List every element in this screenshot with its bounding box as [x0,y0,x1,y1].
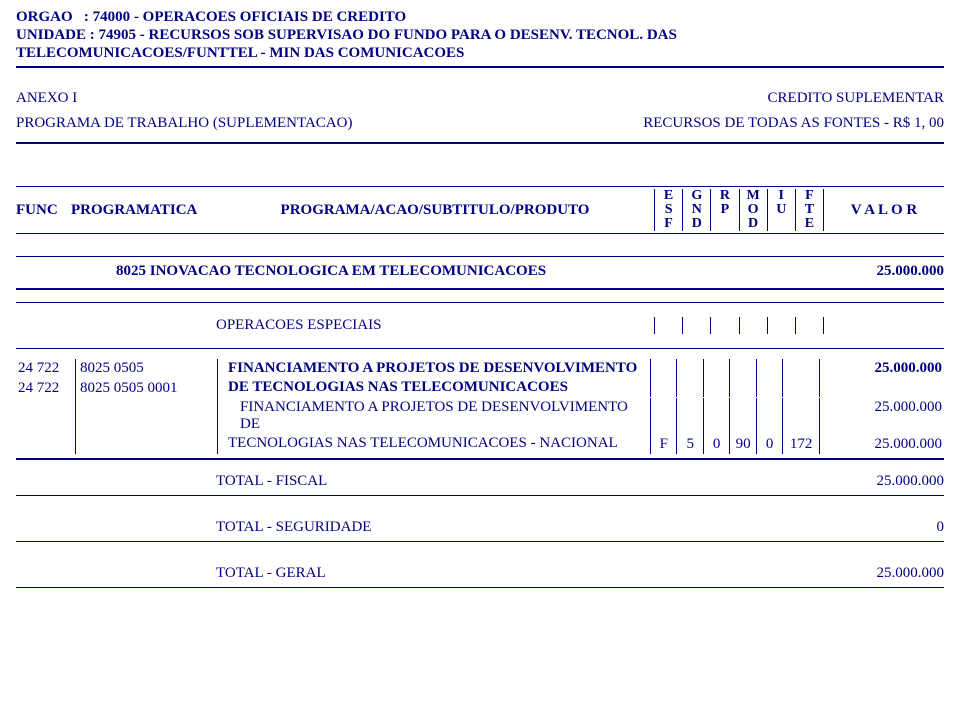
anexo-row2: PROGRAMA DE TRABALHO (SUPLEMENTACAO) REC… [16,115,944,132]
column-header-row: FUNC PROGRAMATICA PROGRAMA/ACAO/SUBTITUL… [16,189,944,231]
header-block: ORGAO : 74000 - OPERACOES OFICIAIS DE CR… [16,8,944,62]
col-gnd: G N D [682,189,710,231]
operacoes-label: OPERACOES ESPECIAIS [216,317,654,334]
cell-desc [218,435,650,454]
col-rp: R P [710,189,738,231]
cell-func: 24 722 [16,359,76,378]
divider [16,233,944,234]
orgao-value: 74000 - OPERACOES OFICIAIS DE CREDITO [93,9,407,25]
cell-mod [729,359,755,378]
cell-esf: F [650,435,676,454]
total-geral-label: TOTAL - GERAL [216,565,824,582]
cell-prog: 8025 0505 0001 [76,379,218,398]
col-valor: V A L O R [824,189,944,231]
table-row: 24 722 8025 0505 FINANCIAMENTO A PROJETO… [16,359,944,378]
cell-fte: 172 [782,435,820,454]
anexo-left2: PROGRAMA DE TRABALHO (SUPLEMENTACAO) [16,115,352,132]
orgao-label: ORGAO [16,9,73,25]
cell-valor: 25.000.000 [820,435,944,454]
col-func: FUNC [16,189,71,231]
col-programatica: PROGRAMATICA [71,189,216,231]
unidade-label: UNIDADE : [16,27,95,43]
divider [16,587,944,588]
anexo-left: ANEXO I [16,90,77,107]
total-seguridade-label: TOTAL - SEGURIDADE [216,519,824,536]
col-code-group: E S F G N D R P M O D I U F T E [654,189,824,231]
cell-desc: FINANCIAMENTO A PROJETOS DE DESENVOLVIME… [218,359,650,378]
cell-desc: FINANCIAMENTO A PROJETOS DE DESENVOLVIME… [218,398,650,434]
total-fiscal-label: TOTAL - FISCAL [216,473,824,490]
divider [16,302,944,303]
cell-func: 24 722 [16,379,76,398]
cell-mod: 90 [729,435,755,454]
cell-gnd [676,359,702,378]
divider [16,495,944,496]
unidade-value: 74905 - RECURSOS SOB SUPERVISAO DO FUNDO… [99,27,677,43]
divider [16,186,944,187]
cell-func [16,435,76,454]
col-esf: E S F [654,189,682,231]
total-geral-row: TOTAL - GERAL 25.000.000 [16,562,944,585]
col-iu: I U [767,189,795,231]
cell-fte [782,359,820,378]
cell-iu: 0 [756,435,782,454]
divider [16,66,944,68]
operacoes-row: OPERACOES ESPECIAIS [16,305,944,346]
data-block: 24 722 8025 0505 FINANCIAMENTO A PROJETO… [16,359,944,454]
cell-esf [650,359,676,378]
inovacao-label: 8025 INOVACAO TECNOLOGICA EM TELECOMUNIC… [16,263,824,280]
anexo-row1: ANEXO I CREDITO SUPLEMENTAR [16,90,944,107]
inovacao-value: 25.000.000 [824,263,944,280]
cell-rp [703,359,729,378]
anexo-right: CREDITO SUPLEMENTAR [768,90,944,107]
divider [16,256,944,257]
inovacao-row: 8025 INOVACAO TECNOLOGICA EM TELECOMUNIC… [16,259,944,284]
divider [16,458,944,460]
cell-valor [820,378,944,397]
cell-valor: 25.000.000 [820,359,944,378]
cell-rp: 0 [703,435,729,454]
total-seguridade-value: 0 [824,519,944,536]
unidade-line2: TELECOMUNICACOES/FUNTTEL - MIN DAS COMUN… [16,44,944,62]
cell-func [16,398,76,434]
orgao-line: ORGAO : 74000 - OPERACOES OFICIAIS DE CR… [16,8,944,26]
divider [16,288,944,290]
cell-prog: 8025 0505 [76,359,218,378]
cell-iu [756,359,782,378]
divider [16,348,944,349]
divider [16,142,944,144]
unidade-line: UNIDADE : 74905 - RECURSOS SOB SUPERVISA… [16,26,944,44]
total-geral-value: 25.000.000 [824,565,944,582]
cell-desc-cont: DE TECNOLOGIAS NAS TELECOMUNICACOES [218,378,650,397]
divider [16,541,944,542]
cell-gnd: 5 [676,435,702,454]
anexo-right2: RECURSOS DE TODAS AS FONTES - R$ 1, 00 [643,115,944,132]
table-row: F 5 0 90 0 172 25.000.000 [16,435,944,454]
cell-prog [76,435,218,454]
col-fte: F T E [795,189,824,231]
total-seguridade-row: TOTAL - SEGURIDADE 0 [16,516,944,539]
cell-valor: 25.000.000 [820,398,944,434]
col-desc: PROGRAMA/ACAO/SUBTITULO/PRODUTO [216,189,654,231]
table-row: FINANCIAMENTO A PROJETOS DE DESENVOLVIME… [16,398,944,434]
operacoes-cols [654,317,824,334]
total-fiscal-value: 25.000.000 [824,473,944,490]
total-fiscal-row: TOTAL - FISCAL 25.000.000 [16,470,944,493]
cell-prog [76,398,218,434]
col-mod: M O D [739,189,767,231]
